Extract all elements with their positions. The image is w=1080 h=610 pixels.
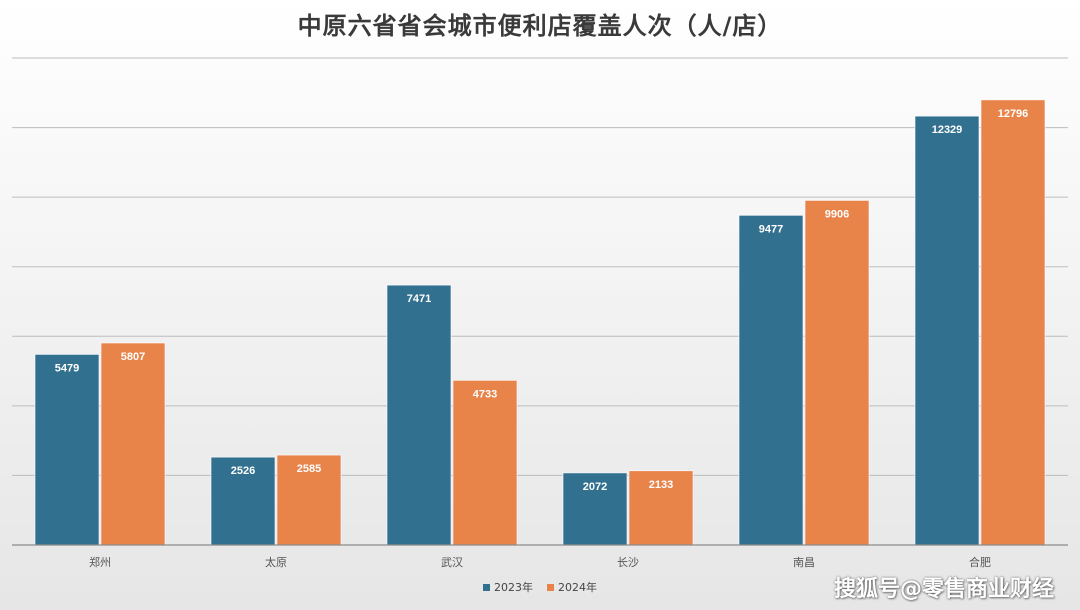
watermark: 搜狐号@零售商业财经 [833,577,1054,602]
legend-item-2024: 2024年 [547,579,597,595]
chart-title: 中原六省省会城市便利店覆盖人次（人/店） [297,12,783,40]
data-label-2023-2: 7471 [407,293,431,305]
data-label-2024-5: 12796 [998,108,1029,120]
x-tick-label: 武汉 [441,556,463,569]
bar-2023-0 [34,354,100,546]
data-label-2024-1: 2585 [297,463,321,475]
legend-label-2023: 2023年 [494,581,533,594]
bar-2023-5 [914,115,980,546]
x-tick-label: 合肥 [969,555,991,569]
data-label-2023-4: 9477 [759,223,783,235]
bar-2023-2 [386,284,452,546]
data-label-2024-0: 5807 [121,351,145,363]
x-tick-label: 长沙 [617,556,639,569]
data-label-2024-2: 4733 [473,388,497,400]
bar-2024-1 [276,454,342,546]
data-label-2023-1: 2526 [231,465,255,477]
x-tick-label: 南昌 [793,556,815,569]
data-label-2023-5: 12329 [932,124,963,136]
bar-2024-3 [628,470,694,546]
data-label-2023-0: 5479 [55,362,79,374]
bar-2024-2 [452,380,518,546]
bar-2024-0 [100,342,166,546]
data-label-2024-4: 9906 [825,208,849,220]
bar-2024-5 [980,99,1046,546]
legend-label-2024: 2024年 [558,581,597,594]
x-tick-label: 太原 [265,556,287,569]
legend-swatch-2024 [547,583,554,591]
data-label-2023-3: 2072 [583,481,607,493]
bar-2023-4 [738,215,804,546]
legend-item-2023: 2023年 [483,579,533,595]
legend-swatch-2023 [483,583,490,591]
bar-2023-1 [210,456,276,546]
x-tick-label: 郑州 [89,555,111,569]
legend: 2023年 2024年 [0,579,1080,595]
bar-2024-4 [804,200,870,546]
data-label-2024-3: 2133 [649,479,673,491]
